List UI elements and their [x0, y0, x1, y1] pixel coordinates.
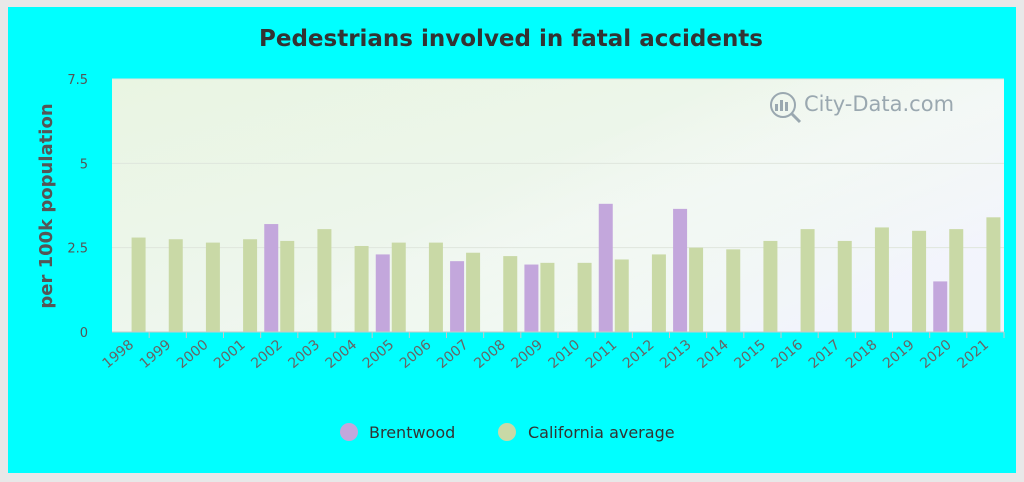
x-tick-label: 2006: [397, 337, 435, 372]
bar-california-average-2005[interactable]: [391, 242, 406, 332]
chart-panel: Pedestrians involved in fatal accidents …: [8, 7, 1016, 473]
bar-brentwood-2020[interactable]: [933, 281, 948, 332]
legend-item-brentwood[interactable]: Brentwood: [340, 423, 455, 442]
bar-california-average-2011[interactable]: [614, 259, 629, 332]
bar-california-average-2021[interactable]: [986, 217, 1001, 332]
city-data-logo-icon: [770, 92, 802, 124]
x-tick-label: 2008: [471, 337, 509, 372]
bar-california-average-2008[interactable]: [503, 256, 518, 332]
x-tick-label: 2007: [434, 337, 472, 372]
x-tick-label: 2019: [880, 337, 918, 372]
x-tick-label: 2021: [954, 337, 992, 372]
x-axis-ticks: 1998 1999 2000 2001 2002 2003 2004 2005 2006 2007…: [100, 332, 1005, 372]
bar-california-average-2013[interactable]: [689, 247, 704, 332]
x-tick-label: 2009: [508, 337, 546, 372]
y-tick-label: 2.5: [67, 242, 88, 257]
x-tick-label: 2003: [285, 337, 323, 372]
y-tick-label: 7.5: [67, 73, 88, 88]
bar-brentwood-2007[interactable]: [450, 261, 465, 332]
bar-california-average-2001[interactable]: [243, 239, 258, 332]
chart: Pedestrians involved in fatal accidents …: [36, 26, 1005, 442]
bar-brentwood-2011[interactable]: [598, 203, 613, 332]
plot-background-shade: [112, 79, 1004, 332]
legend-label-brentwood: Brentwood: [369, 423, 455, 442]
bar-california-average-2015[interactable]: [763, 240, 778, 332]
bar-california-average-2020[interactable]: [949, 229, 964, 332]
bar-california-average-2002[interactable]: [280, 240, 295, 332]
plot-area: [112, 79, 1004, 332]
legend-label-california-average: California average: [528, 423, 675, 442]
x-tick-label: 2015: [731, 337, 769, 372]
x-tick-label: 2011: [583, 337, 621, 372]
legend-item-california-average[interactable]: California average: [498, 423, 675, 442]
chart-title: Pedestrians involved in fatal accidents: [259, 26, 763, 52]
x-tick-label: 2012: [620, 337, 658, 372]
bar-brentwood-2005[interactable]: [375, 254, 390, 332]
x-tick-label: 2002: [248, 337, 286, 372]
x-tick-label: 2001: [211, 337, 249, 372]
y-axis-ticks: 0 2.5 5 7.5: [67, 73, 88, 341]
gridlines: [112, 78, 1004, 249]
x-tick-label: 1998: [100, 337, 138, 372]
bar-california-average-2006[interactable]: [428, 242, 443, 332]
bar-california-average-2019[interactable]: [912, 230, 927, 332]
y-tick-label: 0: [80, 326, 88, 341]
bar-brentwood-2002[interactable]: [264, 224, 279, 332]
x-tick-label: 2010: [546, 337, 584, 372]
bar-california-average-2009[interactable]: [540, 262, 555, 332]
x-tick-label: 1999: [137, 337, 175, 372]
bars: [131, 203, 1001, 332]
legend: Brentwood California average: [340, 423, 675, 442]
x-tick-label: 2005: [360, 337, 398, 372]
x-tick-label: 2018: [843, 337, 881, 372]
bar-california-average-2004[interactable]: [354, 245, 369, 332]
watermark-text: City-Data.com: [804, 92, 954, 116]
bar-brentwood-2009[interactable]: [524, 264, 539, 332]
bar-california-average-2017[interactable]: [837, 240, 852, 332]
x-tick-label: 2017: [806, 337, 844, 372]
watermark: City-Data.com: [770, 92, 954, 124]
bar-california-average-2018[interactable]: [874, 227, 889, 332]
legend-swatch-california-average: [498, 423, 516, 441]
x-tick-label: 2000: [174, 337, 212, 372]
bar-california-average-2016[interactable]: [800, 229, 815, 332]
y-axis-label: per 100k population: [36, 103, 57, 308]
y-tick-label: 5: [80, 157, 88, 172]
bar-california-average-1998[interactable]: [131, 237, 146, 332]
bar-california-average-2010[interactable]: [577, 262, 592, 332]
bar-california-average-1999[interactable]: [168, 239, 183, 332]
x-tick-label: 2013: [657, 337, 695, 372]
x-tick-label: 2014: [694, 337, 732, 372]
legend-swatch-brentwood: [340, 423, 358, 441]
x-tick-label: 2004: [323, 337, 361, 372]
bar-california-average-2012[interactable]: [651, 254, 666, 332]
bar-california-average-2003[interactable]: [317, 229, 332, 332]
bar-california-average-2000[interactable]: [205, 242, 220, 332]
bar-california-average-2007[interactable]: [466, 252, 481, 332]
x-tick-label: 2020: [917, 337, 955, 372]
bar-brentwood-2013[interactable]: [673, 208, 688, 332]
x-tick-label: 2016: [769, 337, 807, 372]
bar-california-average-2014[interactable]: [726, 249, 741, 332]
